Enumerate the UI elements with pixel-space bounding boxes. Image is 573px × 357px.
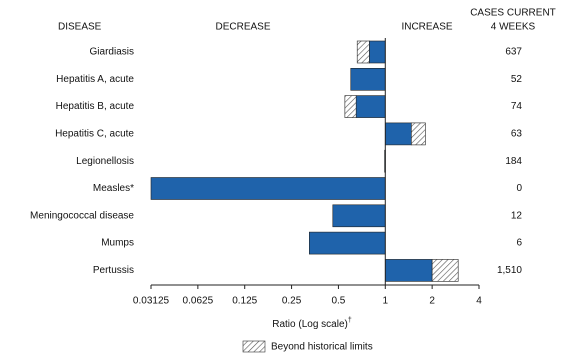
header-cases: CASES CURRENT xyxy=(470,8,556,19)
category-label: Hepatitis C, acute xyxy=(55,129,134,140)
header-disease: DISEASE xyxy=(58,22,102,33)
bar xyxy=(350,68,386,91)
x-axis-label-mark: † xyxy=(348,317,352,324)
cases-label: 74 xyxy=(511,101,523,112)
header-cases: 4 WEEKS xyxy=(491,22,536,33)
x-tick-label: 0.125 xyxy=(232,296,257,307)
x-tick-label: 4 xyxy=(476,296,482,307)
bar xyxy=(369,40,386,64)
legend-label: Beyond historical limits xyxy=(271,342,373,353)
x-tick-label: 0.0625 xyxy=(183,296,214,307)
cases-label: 0 xyxy=(516,183,522,194)
cases-label: 63 xyxy=(511,129,523,140)
bar-beyond-limits xyxy=(431,259,459,282)
category-label: Pertussis xyxy=(93,265,134,276)
bar xyxy=(150,177,386,200)
category-label: Measles* xyxy=(93,183,134,194)
cases-label: 6 xyxy=(516,238,522,249)
bar-beyond-limits xyxy=(411,122,426,146)
header-increase: INCREASE xyxy=(401,22,452,33)
x-axis-label-text: Ratio (Log scale) xyxy=(272,319,348,330)
x-tick-label: 2 xyxy=(429,296,435,307)
legend-swatch xyxy=(242,340,266,353)
x-tick-label: 1 xyxy=(383,296,389,307)
bar xyxy=(332,204,386,228)
category-label: Hepatitis A, acute xyxy=(56,74,134,85)
x-tick-label: 0.25 xyxy=(282,296,302,307)
cases-label: 184 xyxy=(505,156,522,167)
header-decrease: DECREASE xyxy=(215,22,270,33)
category-label: Giardiasis xyxy=(90,47,134,58)
bar xyxy=(355,95,386,118)
bar-beyond-limits xyxy=(356,40,370,64)
cases-label: 52 xyxy=(511,74,523,85)
cases-label: 637 xyxy=(505,47,522,58)
cases-label: 1,510 xyxy=(497,265,522,276)
category-label: Meningococcal disease xyxy=(30,210,134,221)
bar xyxy=(309,231,386,255)
bar xyxy=(384,122,412,146)
x-axis-label: Ratio (Log scale)† xyxy=(272,317,352,330)
category-label: Mumps xyxy=(101,238,134,249)
x-tick-label: 0.03125 xyxy=(133,296,170,307)
x-tick-label: 0.5 xyxy=(331,296,345,307)
bar xyxy=(384,259,433,282)
bar-beyond-limits xyxy=(344,95,357,118)
cases-label: 12 xyxy=(511,210,523,221)
category-label: Legionellosis xyxy=(76,156,134,167)
category-label: Hepatitis B, acute xyxy=(56,101,135,112)
